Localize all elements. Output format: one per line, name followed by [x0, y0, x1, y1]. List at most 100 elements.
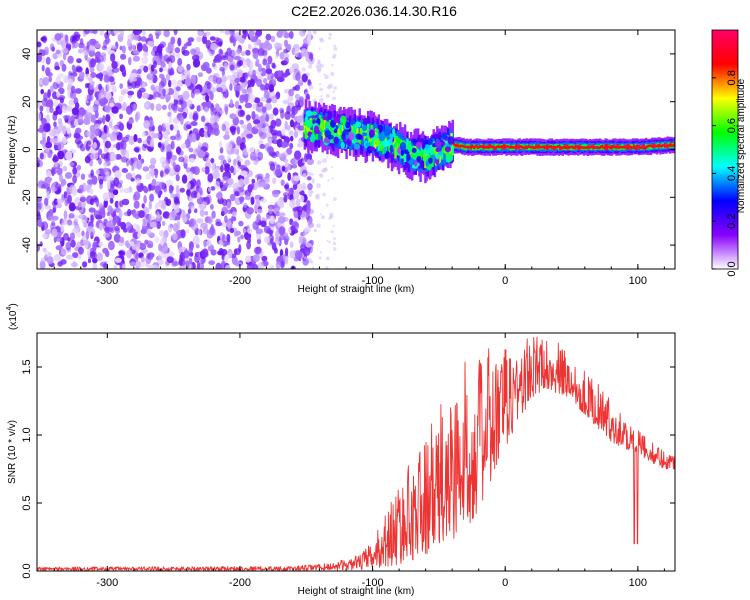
signal-cell [339, 124, 342, 131]
noise-blob [250, 35, 258, 43]
x-tick-label: -100 [362, 577, 384, 589]
noise-blob [191, 222, 199, 231]
noise-dot [307, 158, 311, 162]
noise-blob [99, 261, 107, 267]
signal-blob [423, 144, 431, 151]
signal-cell [320, 122, 323, 129]
noise-blob [229, 35, 234, 44]
noise-blob [215, 37, 220, 42]
noise-blob [115, 182, 123, 189]
noise-blob [88, 77, 93, 82]
noise-blob [270, 95, 278, 104]
noise-blob [176, 220, 181, 230]
signal-blob [447, 136, 455, 145]
noise-blob [99, 168, 105, 176]
noise-blob [123, 188, 130, 194]
noise-blob [215, 54, 221, 63]
noise-dot [313, 228, 317, 233]
noise-blob [234, 77, 241, 83]
noise-blob [244, 102, 253, 109]
noise-blob [69, 232, 75, 241]
signal-cell [350, 124, 353, 131]
noise-blob [112, 189, 119, 196]
noise-blob [162, 88, 166, 97]
noise-dot [326, 239, 329, 242]
noise-blob [164, 88, 169, 94]
noise-blob [276, 198, 284, 207]
noise-blob [53, 99, 59, 108]
noise-blob [119, 83, 124, 89]
noise-blob [118, 95, 124, 103]
noise-blob [113, 30, 119, 36]
noise-dot [317, 160, 322, 165]
noise-blob [145, 229, 151, 236]
signal-cell [377, 138, 380, 144]
noise-blob [189, 132, 197, 142]
noise-blob [240, 170, 248, 177]
noise-blob [277, 76, 285, 83]
noise-blob [98, 241, 104, 247]
noise-dot [303, 203, 307, 206]
noise-blob [188, 147, 194, 153]
noise-blob [257, 261, 265, 269]
noise-blob [223, 255, 229, 263]
noise-blob [133, 191, 141, 201]
signal-cell [400, 152, 403, 159]
noise-blob [218, 154, 225, 161]
noise-blob [86, 195, 93, 205]
noise-blob [296, 205, 304, 213]
noise-blob [140, 228, 147, 234]
noise-blob [206, 239, 212, 247]
y-tick-label: -20 [21, 189, 33, 205]
noise-blob [275, 229, 280, 239]
noise-blob [210, 106, 215, 117]
colorbar-label: Normalized spectral amplitude [736, 78, 747, 213]
noise-dot [331, 64, 334, 67]
signal-blob [383, 146, 387, 154]
noise-blob [158, 85, 163, 93]
noise-blob [238, 178, 245, 187]
noise-blob [262, 58, 268, 66]
noise-blob [66, 127, 71, 135]
noise-blob [226, 75, 232, 80]
noise-blob [135, 177, 141, 186]
noise-blob [46, 256, 54, 265]
noise-blob [235, 84, 243, 92]
noise-blob [249, 78, 255, 88]
noise-blob [176, 52, 181, 59]
noise-blob [209, 91, 214, 101]
noise-blob [90, 125, 96, 136]
noise-blob [276, 153, 285, 158]
noise-blob [235, 230, 242, 236]
noise-blob [103, 162, 107, 167]
noise-blob [105, 91, 112, 100]
noise-blob [63, 115, 69, 120]
noise-blob [236, 126, 241, 135]
snr-series-line [37, 336, 675, 571]
noise-blob [253, 246, 262, 255]
noise-blob [160, 62, 166, 68]
noise-blob [142, 30, 146, 36]
noise-blob [49, 43, 55, 51]
noise-blob [264, 126, 270, 134]
noise-blob [242, 202, 248, 208]
signal-cell [471, 145, 475, 149]
noise-blob [215, 103, 220, 113]
noise-blob [210, 42, 218, 51]
noise-blob [168, 115, 173, 124]
signal-blob [428, 137, 433, 145]
noise-blob [68, 71, 72, 76]
noise-blob [57, 150, 65, 160]
noise-blob [264, 236, 270, 244]
signal-blob [312, 119, 316, 125]
noise-blob [292, 183, 298, 191]
noise-blob [57, 108, 63, 115]
noise-dot [311, 180, 315, 184]
noise-blob [188, 257, 193, 265]
noise-blob [143, 65, 149, 73]
noise-blob [167, 224, 173, 233]
noise-blob [258, 181, 267, 188]
signal-cell [322, 132, 326, 139]
noise-blob [252, 254, 260, 263]
noise-blob [44, 249, 50, 259]
